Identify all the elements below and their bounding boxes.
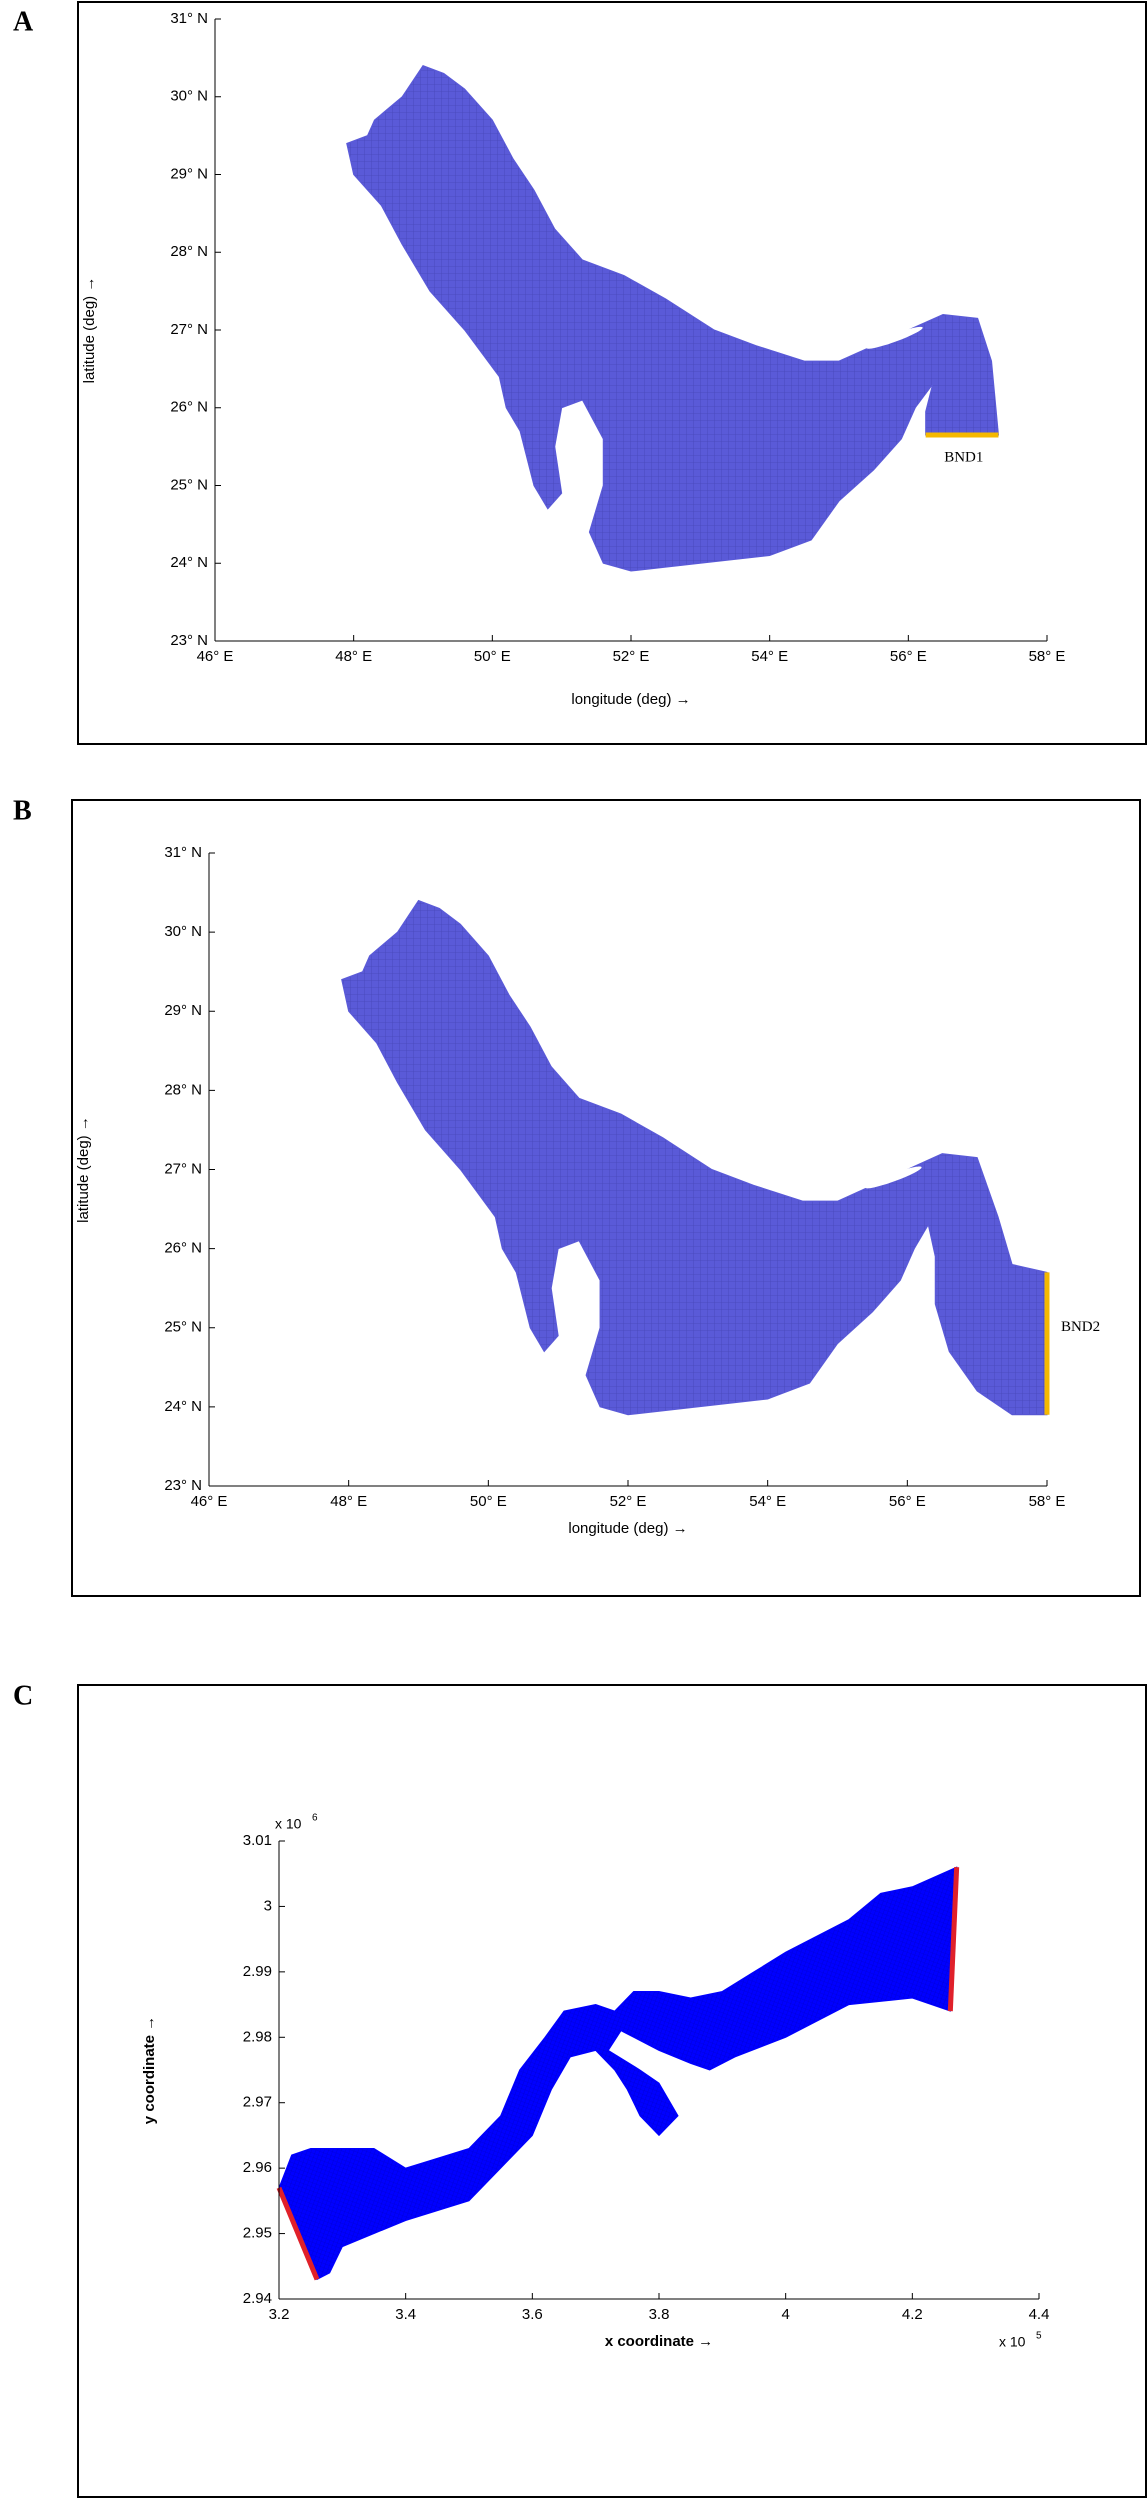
x-tick-label: 48° E bbox=[335, 648, 372, 665]
y-tick-label: 30° N bbox=[170, 88, 208, 105]
x-tick-label: 3.4 bbox=[395, 2306, 416, 2323]
y-tick-label: 28° N bbox=[170, 243, 208, 260]
boundary-label: BND2 bbox=[1061, 1319, 1100, 1335]
x-tick-label: 56° E bbox=[889, 1493, 926, 1510]
x-tick-label: 50° E bbox=[470, 1493, 507, 1510]
panel-label: B bbox=[13, 795, 32, 826]
y-tick-label: 2.96 bbox=[243, 2159, 272, 2176]
x-tick-label: 58° E bbox=[1029, 1493, 1066, 1510]
water-body bbox=[346, 65, 1000, 572]
panel-label: C bbox=[13, 1680, 33, 1711]
water-body bbox=[341, 899, 1048, 1416]
y-tick-label: 23° N bbox=[170, 632, 208, 649]
x-axis-label: longitude (deg) → bbox=[571, 691, 690, 708]
y-tick-label: 25° N bbox=[164, 1319, 202, 1336]
y-tick-label: 3 bbox=[264, 1897, 272, 1914]
x-axis-label: x coordinate → bbox=[605, 2333, 713, 2350]
island bbox=[865, 1166, 922, 1189]
y-tick-label: 31° N bbox=[164, 844, 202, 861]
y-tick-label: 26° N bbox=[170, 399, 208, 416]
x-tick-label: 3.8 bbox=[649, 2306, 670, 2323]
y-tick-label: 29° N bbox=[170, 165, 208, 182]
x-multiplier-exponent: 5 bbox=[1036, 2331, 1042, 2342]
x-tick-label: 4.2 bbox=[902, 2306, 923, 2323]
y-tick-label: 29° N bbox=[164, 1002, 202, 1019]
panel-frame bbox=[77, 1684, 1147, 2498]
x-tick-label: 48° E bbox=[330, 1493, 367, 1510]
water-body bbox=[278, 1866, 958, 2281]
open-boundary bbox=[947, 1867, 960, 2012]
y-tick-label: 26° N bbox=[164, 1240, 202, 1257]
y-tick-label: 30° N bbox=[164, 923, 202, 940]
y-multiplier: x 10 bbox=[275, 1816, 302, 1832]
panel-label: A bbox=[13, 6, 34, 37]
island bbox=[866, 326, 923, 349]
x-tick-label: 46° E bbox=[197, 648, 234, 665]
x-tick-label: 46° E bbox=[191, 1493, 228, 1510]
panel-frame bbox=[71, 799, 1141, 1597]
y-tick-label: 2.95 bbox=[243, 2225, 272, 2242]
y-tick-label: 2.97 bbox=[243, 2094, 272, 2111]
y-tick-label: 28° N bbox=[164, 1081, 202, 1098]
y-tick-label: 2.98 bbox=[243, 2028, 272, 2045]
y-tick-label: 2.94 bbox=[243, 2290, 272, 2307]
x-tick-label: 52° E bbox=[610, 1493, 647, 1510]
y-tick-label: 3.01 bbox=[243, 1832, 272, 1849]
y-axis-label: y coordinate → bbox=[141, 2016, 158, 2124]
x-tick-label: 3.6 bbox=[522, 2306, 543, 2323]
x-tick-label: 58° E bbox=[1029, 648, 1066, 665]
y-tick-label: 27° N bbox=[164, 1160, 202, 1177]
x-tick-label: 52° E bbox=[613, 648, 650, 665]
x-axis-label: longitude (deg) → bbox=[568, 1520, 687, 1537]
open-boundary bbox=[276, 2186, 320, 2281]
y-multiplier-exponent: 6 bbox=[312, 1813, 318, 1824]
x-tick-label: 4 bbox=[781, 2306, 789, 2323]
x-tick-label: 3.2 bbox=[269, 2306, 290, 2323]
x-tick-label: 50° E bbox=[474, 648, 511, 665]
x-tick-label: 54° E bbox=[751, 648, 788, 665]
x-tick-label: 56° E bbox=[890, 648, 927, 665]
y-tick-label: 31° N bbox=[170, 10, 208, 27]
x-tick-label: 4.4 bbox=[1029, 2306, 1050, 2323]
x-tick-label: 54° E bbox=[749, 1493, 786, 1510]
y-axis-label: latitude (deg) → bbox=[75, 1116, 92, 1223]
y-tick-label: 24° N bbox=[164, 1398, 202, 1415]
panel-frame bbox=[77, 1, 1147, 745]
y-tick-label: 2.99 bbox=[243, 1963, 272, 1980]
y-tick-label: 23° N bbox=[164, 1477, 202, 1494]
x-multiplier: x 10 bbox=[999, 2334, 1026, 2350]
y-axis-label: latitude (deg) → bbox=[81, 277, 98, 384]
boundary-label: BND1 bbox=[944, 450, 983, 466]
y-tick-label: 25° N bbox=[170, 476, 208, 493]
y-tick-label: 27° N bbox=[170, 321, 208, 338]
y-tick-label: 24° N bbox=[170, 554, 208, 571]
